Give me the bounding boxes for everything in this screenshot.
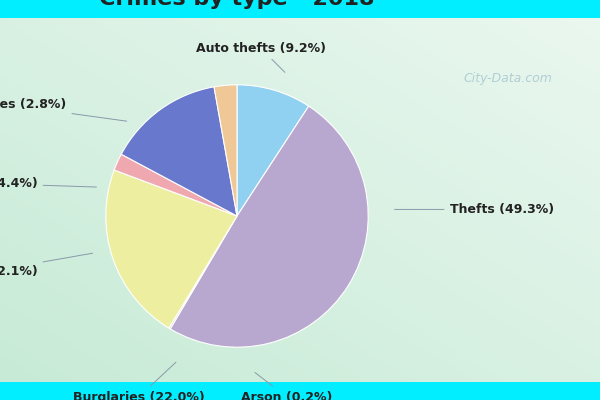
Wedge shape xyxy=(170,106,368,347)
Wedge shape xyxy=(169,216,237,329)
Text: Robberies (2.8%): Robberies (2.8%) xyxy=(0,98,127,121)
Wedge shape xyxy=(214,85,237,216)
Wedge shape xyxy=(106,170,237,328)
Text: Assaults (14.4%): Assaults (14.4%) xyxy=(0,177,97,190)
Text: Auto thefts (9.2%): Auto thefts (9.2%) xyxy=(196,42,326,72)
Wedge shape xyxy=(114,154,237,216)
Wedge shape xyxy=(121,87,237,216)
Wedge shape xyxy=(237,85,308,216)
Text: Arson (0.2%): Arson (0.2%) xyxy=(241,372,332,400)
Text: Burglaries (22.0%): Burglaries (22.0%) xyxy=(73,362,205,400)
Text: Rapes (2.1%): Rapes (2.1%) xyxy=(0,253,92,278)
Title: Crimes by type - 2018: Crimes by type - 2018 xyxy=(99,0,375,9)
Text: Thefts (49.3%): Thefts (49.3%) xyxy=(395,203,554,216)
Text: City-Data.com: City-Data.com xyxy=(463,72,552,85)
